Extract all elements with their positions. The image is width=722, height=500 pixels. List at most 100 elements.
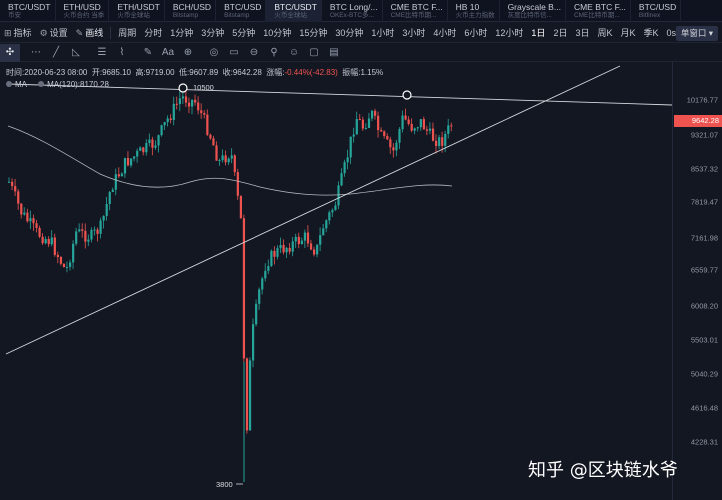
candle bbox=[282, 245, 285, 253]
drawing-tool-icon[interactable]: ☺ bbox=[288, 46, 300, 58]
candle bbox=[230, 155, 233, 159]
drawing-tool-icon[interactable]: ╱ bbox=[52, 46, 60, 58]
drawing-tool-icon[interactable]: ◺ bbox=[72, 46, 80, 58]
market-tab-exchange: 币安 bbox=[8, 12, 21, 19]
drawing-tool-icon[interactable]: Aa bbox=[161, 46, 175, 58]
window-mode-button[interactable]: 单窗口 ▾ bbox=[675, 26, 718, 41]
candle bbox=[53, 237, 56, 255]
candle bbox=[322, 228, 325, 236]
market-tab[interactable]: BTC/USD Bitfinex bbox=[631, 0, 682, 22]
period-option[interactable]: 1分钟 bbox=[170, 27, 194, 38]
indicators-button[interactable]: ⊞ 指标 bbox=[0, 23, 36, 43]
drawing-tool-icon[interactable]: ☰ bbox=[97, 46, 107, 58]
candle bbox=[212, 138, 215, 146]
candle bbox=[84, 230, 87, 242]
market-tab[interactable]: Grayscale B... 灰度比特币信... bbox=[500, 0, 566, 22]
market-tab[interactable]: ETH/USD 火币合约 当季 bbox=[56, 0, 110, 22]
drawing-toolbar: ✣ ⋯ ╱ ◺ ☰ ⌇ ✎ Aa ⊕ ◎ ▭ ⊖ ⚲ ☺ ▢ ▤ bbox=[0, 43, 722, 62]
info-close: 收:9642.28 bbox=[222, 68, 262, 77]
market-tab[interactable]: BTC/USDT 火币全球站 bbox=[266, 0, 322, 22]
ma120-line bbox=[7, 125, 453, 196]
market-tab-name: BTC/USD bbox=[224, 2, 262, 12]
candle bbox=[297, 236, 300, 245]
drawing-tool-icon[interactable]: ▢ bbox=[309, 46, 319, 58]
candle bbox=[23, 212, 26, 215]
candle bbox=[316, 244, 319, 255]
candle bbox=[11, 181, 14, 187]
candlestick-chart[interactable] bbox=[0, 62, 672, 500]
period-option[interactable]: 30分钟 bbox=[335, 27, 364, 38]
ma-legend: MA MA(120):8170.28 bbox=[6, 80, 109, 89]
candle bbox=[136, 150, 139, 157]
pencil-icon: ✎ bbox=[75, 27, 84, 38]
candle bbox=[139, 147, 142, 151]
candle bbox=[154, 145, 157, 148]
period-option[interactable]: 3小时 bbox=[402, 27, 426, 38]
ma-toggle-icon[interactable] bbox=[6, 81, 12, 87]
period-option[interactable]: 4小时 bbox=[433, 27, 457, 38]
drawing-button[interactable]: ✎ 画线 bbox=[72, 23, 108, 43]
market-tab-name: CME BTC F... bbox=[390, 2, 443, 12]
candle bbox=[273, 250, 276, 257]
drawing-tool-icon[interactable]: ▭ bbox=[229, 46, 239, 58]
market-tab[interactable]: CME BTC F... CME比特币期... bbox=[383, 0, 448, 22]
candle bbox=[203, 113, 206, 115]
candle bbox=[300, 240, 303, 245]
period-option[interactable]: 季K bbox=[643, 27, 659, 38]
candle bbox=[325, 220, 328, 229]
candle bbox=[133, 156, 136, 159]
candle bbox=[96, 229, 99, 234]
candle bbox=[364, 127, 368, 129]
period-option[interactable]: 1小时 bbox=[371, 27, 395, 38]
period-option[interactable]: 0s bbox=[666, 27, 677, 38]
ma-label: MA bbox=[15, 80, 27, 89]
candle bbox=[14, 186, 17, 192]
market-tab[interactable]: ETH/USDT 火币全球站 bbox=[109, 0, 165, 22]
candle bbox=[370, 110, 374, 119]
price-tick: 5040.29 bbox=[690, 369, 718, 379]
candle bbox=[416, 127, 419, 129]
drawing-tool-icon[interactable]: ⌇ bbox=[119, 46, 125, 58]
market-tab[interactable]: CME BTC F... CME比特币期... bbox=[566, 0, 631, 22]
market-tab[interactable]: BTC Long/... OKEx-BTC多... bbox=[322, 0, 383, 22]
period-option[interactable]: 10分钟 bbox=[263, 27, 292, 38]
ma120-toggle-icon[interactable] bbox=[38, 81, 45, 87]
drawing-tool-icon[interactable]: ⚲ bbox=[270, 46, 278, 58]
period-option[interactable]: 15分钟 bbox=[299, 27, 328, 38]
candle bbox=[319, 235, 322, 245]
period-option[interactable]: 3分钟 bbox=[201, 27, 225, 38]
ma120-value: MA(120):8170.28 bbox=[47, 80, 109, 89]
candle bbox=[340, 173, 343, 186]
high-annotation: 10500 bbox=[193, 83, 214, 92]
period-option[interactable]: 5分钟 bbox=[232, 27, 256, 38]
market-tab[interactable]: BTC/USD Bitstamp bbox=[216, 0, 267, 22]
candle bbox=[398, 129, 401, 143]
drawing-tool-icon[interactable]: ⊕ bbox=[183, 46, 193, 58]
period-option[interactable]: 1日 bbox=[531, 27, 546, 38]
period-option[interactable]: 12小时 bbox=[495, 27, 524, 38]
candle bbox=[276, 248, 279, 257]
period-option[interactable]: 6小时 bbox=[464, 27, 488, 38]
drawing-tool-icon[interactable]: ▤ bbox=[329, 46, 339, 58]
info-open: 开:9685.10 bbox=[91, 68, 131, 77]
candle bbox=[334, 205, 337, 211]
period-option[interactable]: 分时 bbox=[144, 27, 163, 38]
candle bbox=[313, 249, 316, 255]
settings-button[interactable]: ⚙ 设置 bbox=[36, 23, 72, 43]
price-axis[interactable]: 10176.77 9321.07 8537.32 7819.47 7161.98 6559… bbox=[672, 62, 722, 500]
drawing-tool-icon[interactable]: ⊖ bbox=[249, 46, 259, 58]
market-tab[interactable]: BTC/USDT 币安 bbox=[0, 0, 56, 22]
drawing-tool-icon[interactable]: ✣ bbox=[0, 43, 20, 62]
market-tab[interactable]: HB 10 火币主力指数 bbox=[448, 0, 500, 22]
period-option[interactable]: 月K bbox=[620, 27, 636, 38]
period-option[interactable]: 3日 bbox=[575, 27, 590, 38]
period-option[interactable]: 周K bbox=[597, 27, 613, 38]
drawing-tool-icon[interactable]: ◎ bbox=[209, 46, 219, 58]
candle bbox=[294, 236, 297, 242]
drawing-tool-icon[interactable]: ✎ bbox=[143, 46, 153, 58]
price-tick: 7161.98 bbox=[690, 233, 718, 243]
period-option[interactable]: 2日 bbox=[553, 27, 568, 38]
drawing-tool-icon[interactable]: ⋯ bbox=[31, 46, 41, 58]
candle bbox=[392, 147, 395, 151]
market-tab[interactable]: BCH/USD Bitstamp bbox=[165, 0, 217, 22]
